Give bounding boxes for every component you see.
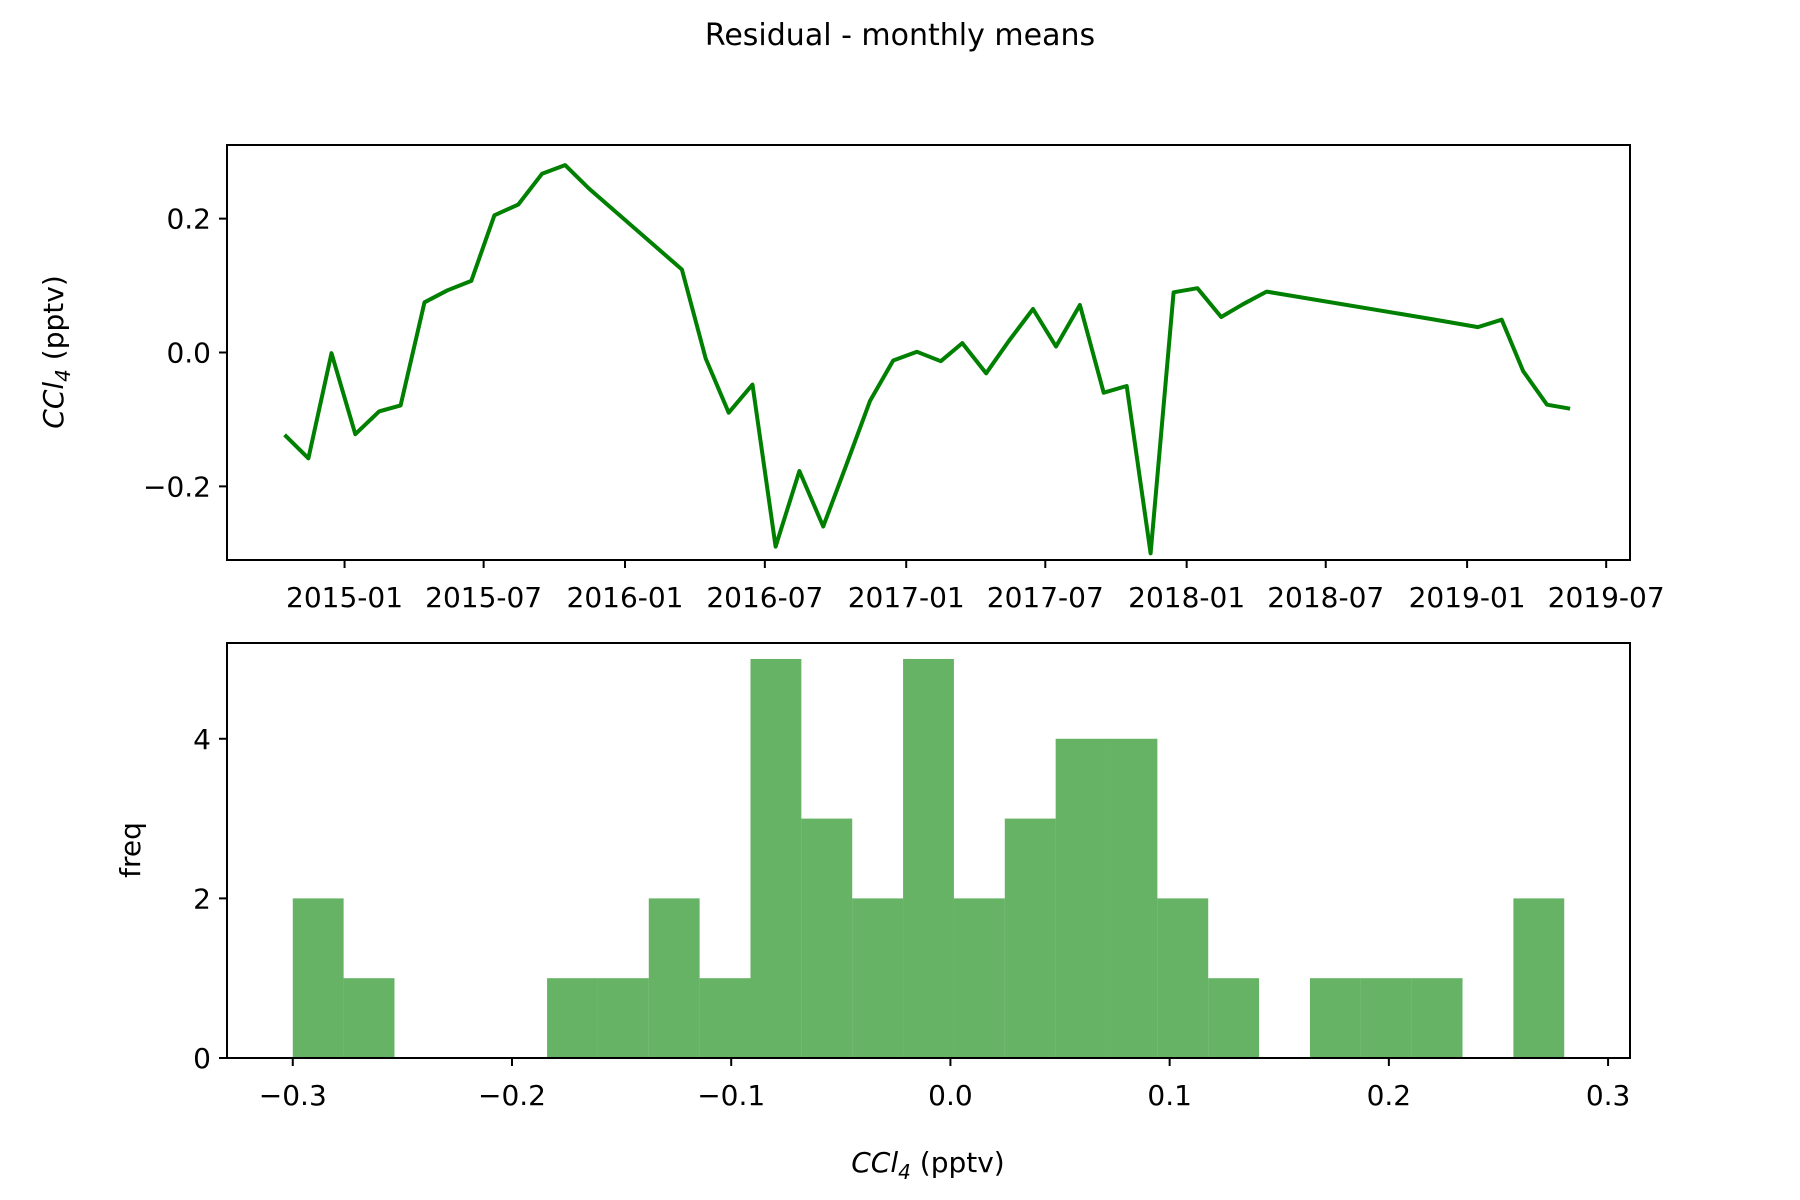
top-x-tick-label: 2015-01 [286, 581, 403, 614]
top-y-tick-label: −0.2 [143, 470, 211, 503]
histogram-bar [1208, 978, 1260, 1058]
histogram-bar [699, 978, 751, 1058]
bottom-y-axis-label: freq [114, 822, 147, 878]
residual-histogram-chart: −0.3 −0.2 −0.1 0.0 0.1 0.2 0.3 0 2 4 freq CCl4 (… [114, 642, 1631, 1184]
histogram-bar [547, 978, 598, 1058]
bottom-x-tick-label: −0.1 [697, 1079, 765, 1112]
top-y-axis-label: CCl4 (pptv) [37, 275, 75, 428]
bottom-x-tick-label: −0.2 [478, 1079, 546, 1112]
bottom-y-tick-label: 4 [193, 723, 211, 756]
bottom-y-ticks: 0 2 4 [193, 723, 227, 1075]
bottom-y-tick-label: 0 [193, 1042, 211, 1075]
histogram-bar [1055, 738, 1107, 1058]
histogram-bar [1513, 898, 1565, 1058]
histogram-bar [1106, 738, 1158, 1058]
bottom-y-tick-label: 2 [193, 882, 211, 915]
histogram-bar [1360, 978, 1412, 1058]
top-x-tick-label: 2018-01 [1128, 581, 1245, 614]
top-y-tick-label: 0.0 [166, 337, 211, 370]
bottom-x-tick-label: 0.1 [1147, 1079, 1192, 1112]
top-axes-frame [226, 144, 1631, 561]
top-x-tick-label: 2017-01 [848, 581, 965, 614]
top-x-tick-label: 2018-07 [1267, 581, 1384, 614]
histogram-bar [903, 658, 954, 1058]
bottom-axes-frame [226, 642, 1631, 1059]
histogram-bars [292, 658, 1565, 1058]
top-x-tick-label: 2019-01 [1409, 581, 1526, 614]
bottom-x-tick-label: 0.2 [1367, 1079, 1412, 1112]
top-x-tick-label: 2019-07 [1548, 581, 1665, 614]
residual-series-line [283, 163, 1571, 556]
top-x-ticks: 2015-01 2015-07 2016-01 2016-07 2017-01 2017-… [286, 560, 1665, 614]
histogram-bar [953, 898, 1005, 1058]
histogram-bar [801, 818, 853, 1058]
bottom-x-ticks: −0.3 −0.2 −0.1 0.0 0.1 0.2 0.3 [259, 1058, 1631, 1112]
histogram-bar [750, 658, 802, 1058]
top-y-ticks: −0.2 0.0 0.2 [143, 203, 227, 503]
histogram-bar [1157, 898, 1209, 1058]
residual-time-series-chart: 2015-01 2015-07 2016-01 2016-07 2017-01 2017-… [37, 144, 1665, 614]
histogram-bar [648, 898, 700, 1058]
bottom-x-tick-label: 0.0 [928, 1079, 973, 1112]
histogram-bar [1411, 978, 1463, 1058]
histogram-bar [1004, 818, 1056, 1058]
histogram-bar [597, 978, 649, 1058]
top-x-tick-label: 2016-07 [706, 581, 823, 614]
top-x-tick-label: 2017-07 [987, 581, 1104, 614]
histogram-bar [343, 978, 395, 1058]
figure-title: Residual - monthly means [704, 18, 1096, 53]
top-y-tick-label: 0.2 [166, 203, 211, 236]
bottom-x-tick-label: 0.3 [1586, 1079, 1631, 1112]
bottom-x-axis-label: CCl4 (pptv) [851, 1146, 1004, 1184]
bottom-x-tick-label: −0.3 [259, 1079, 327, 1112]
histogram-bar [852, 898, 904, 1058]
histogram-bar [292, 898, 344, 1058]
top-x-tick-label: 2016-01 [567, 581, 684, 614]
histogram-bar [1309, 978, 1361, 1058]
top-x-tick-label: 2015-07 [425, 581, 542, 614]
